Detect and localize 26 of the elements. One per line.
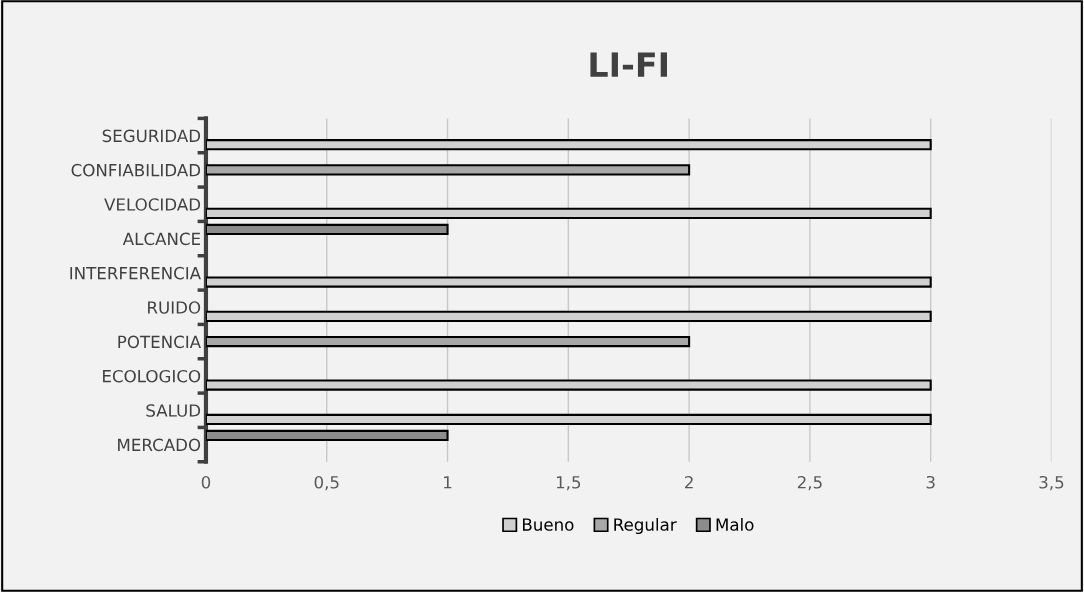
y-tick-label: ECOLOGICO [103,369,201,383]
x-tick-label: 2 [685,475,693,489]
x-tick-label: 2,5 [797,475,822,491]
y-tick-label: SEGURIDAD [102,129,201,143]
x-tick-label: 3 [926,475,935,489]
x-tick-label: 3,5 [1039,475,1064,491]
legend-label: Regular [614,517,677,535]
bar [205,429,449,442]
bar [205,335,691,348]
y-tick-label: RUIDO [148,301,201,314]
y-tick-label: ALCANCE [122,232,201,246]
legend-label: Bueno [523,518,574,531]
y-tick-label: CONFIABILIDAD [71,163,201,177]
y-tick-label: INTERFERENCIA [70,266,201,280]
y-tick-label: SALUD [146,404,201,417]
y-tick-label: MERCADO [118,438,201,452]
bar [205,164,691,176]
y-tick-label: POTENCIA [118,335,201,349]
chart-title: LI-FI [590,52,667,77]
bar [205,223,449,236]
y-tick-label: VELOCIDAD [104,198,201,211]
x-tick-label: 1,5 [556,476,581,491]
x-tick-label: 0,5 [314,475,339,491]
x-tick-label: 1 [444,476,452,489]
x-tick-label: 0 [201,475,211,489]
legend-label: Malo [716,517,754,531]
